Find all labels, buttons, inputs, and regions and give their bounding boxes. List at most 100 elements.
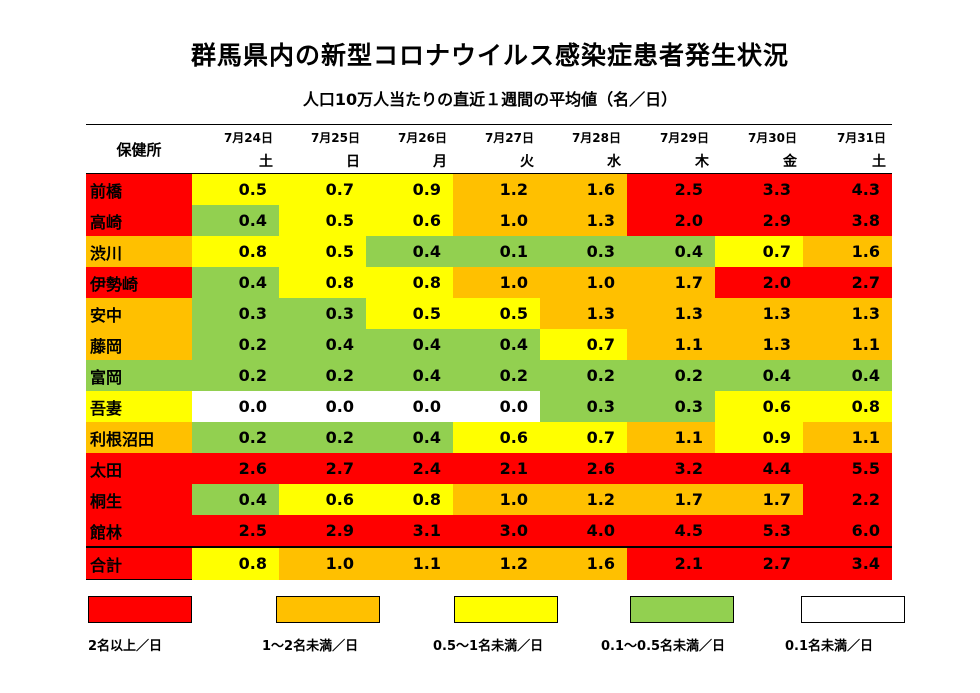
value-cell: 0.4 <box>366 360 453 391</box>
table-row: 前橋 0.5 0.7 0.9 1.2 1.6 2.5 3.3 4.3 <box>86 173 892 205</box>
value-cell: 1.2 <box>453 173 540 205</box>
value-cell: 0.4 <box>366 236 453 267</box>
value-cell: 4.4 <box>715 453 803 484</box>
value-cell: 3.8 <box>803 205 892 236</box>
value-cell: 0.4 <box>803 360 892 391</box>
value-cell: 0.8 <box>366 484 453 515</box>
value-cell: 0.2 <box>453 360 540 391</box>
legend-swatch-orange <box>276 596 380 623</box>
value-cell: 0.2 <box>540 360 627 391</box>
weekday-header: 土 <box>803 149 892 174</box>
date-header: 7月24日 <box>223 130 273 145</box>
date-header: 7月31日 <box>836 130 886 145</box>
value-cell: 1.0 <box>279 546 366 580</box>
value-cell: 1.3 <box>540 205 627 236</box>
value-cell: 2.1 <box>627 546 715 580</box>
date-header: 7月26日 <box>397 130 447 145</box>
value-cell: 0.6 <box>366 205 453 236</box>
value-cell: 4.5 <box>627 515 715 547</box>
value-cell: 1.1 <box>366 546 453 580</box>
value-cell: 2.5 <box>192 515 279 547</box>
table-row: 館林 2.5 2.9 3.1 3.0 4.0 4.5 5.3 6.0 <box>86 515 892 547</box>
office-name: 高崎 <box>86 205 192 236</box>
office-name: 伊勢崎 <box>86 267 192 298</box>
value-cell: 1.7 <box>627 267 715 298</box>
value-cell: 0.4 <box>366 422 453 453</box>
weekday-header: 金 <box>715 149 803 174</box>
value-cell: 0.0 <box>279 391 366 422</box>
weekday-header: 日 <box>279 149 366 174</box>
value-cell: 0.4 <box>192 205 279 236</box>
value-cell: 0.4 <box>192 267 279 298</box>
table-body: 前橋 0.5 0.7 0.9 1.2 1.6 2.5 3.3 4.3 高崎 0.4 0.5 0.6 1.0… <box>86 173 892 580</box>
value-cell: 0.0 <box>366 391 453 422</box>
weekday-header: 火 <box>453 149 540 174</box>
value-cell: 3.4 <box>803 546 892 580</box>
office-column-header: 保健所 <box>86 124 192 174</box>
value-cell: 5.5 <box>803 453 892 484</box>
value-cell: 2.6 <box>192 453 279 484</box>
value-cell: 2.6 <box>540 453 627 484</box>
chart-subtitle: 人口10万人当たりの直近１週間の平均値（名／日） <box>302 90 678 109</box>
legend-swatch-red <box>88 596 192 623</box>
value-cell: 0.3 <box>279 298 366 329</box>
table-row: 伊勢崎 0.4 0.8 0.8 1.0 1.0 1.7 2.0 2.7 <box>86 267 892 298</box>
value-cell: 1.3 <box>627 298 715 329</box>
value-cell: 0.1 <box>453 236 540 267</box>
value-cell: 2.7 <box>715 546 803 580</box>
date-header: 7月25日 <box>310 130 360 145</box>
value-cell: 0.4 <box>715 360 803 391</box>
value-cell: 0.2 <box>279 422 366 453</box>
value-cell: 1.1 <box>803 422 892 453</box>
value-cell: 0.5 <box>279 205 366 236</box>
value-cell: 2.1 <box>453 453 540 484</box>
value-cell: 0.6 <box>453 422 540 453</box>
value-cell: 0.9 <box>715 422 803 453</box>
value-cell: 2.9 <box>715 205 803 236</box>
value-cell: 5.3 <box>715 515 803 547</box>
legend-swatch-green <box>630 596 734 623</box>
value-cell: 3.2 <box>627 453 715 484</box>
value-cell: 1.6 <box>803 236 892 267</box>
date-header: 7月30日 <box>747 130 797 145</box>
value-cell: 0.4 <box>627 236 715 267</box>
weekday-header: 月 <box>366 149 453 174</box>
legend-swatch-white <box>801 596 905 623</box>
weekday-header: 水 <box>540 149 627 174</box>
value-cell: 1.3 <box>715 298 803 329</box>
date-header: 7月29日 <box>659 130 709 145</box>
legend-label: 0.1～0.5名未満／日 <box>601 639 726 654</box>
value-cell: 1.2 <box>540 484 627 515</box>
value-cell: 0.2 <box>192 329 279 360</box>
value-cell: 0.4 <box>366 329 453 360</box>
value-cell: 2.0 <box>627 205 715 236</box>
value-cell: 0.7 <box>279 173 366 205</box>
value-cell: 0.6 <box>279 484 366 515</box>
value-cell: 0.8 <box>192 546 279 580</box>
legend-swatch-yellow <box>454 596 558 623</box>
value-cell: 0.5 <box>366 298 453 329</box>
value-cell: 0.2 <box>279 360 366 391</box>
date-header: 7月28日 <box>571 130 621 145</box>
legend-label: 0.1名未満／日 <box>785 639 874 654</box>
value-cell: 1.7 <box>715 484 803 515</box>
office-name: 館林 <box>86 515 192 547</box>
office-name: 吾妻 <box>86 391 192 422</box>
value-cell: 0.9 <box>366 173 453 205</box>
value-cell: 0.5 <box>453 298 540 329</box>
value-cell: 4.3 <box>803 173 892 205</box>
value-cell: 2.7 <box>279 453 366 484</box>
value-cell: 0.4 <box>192 484 279 515</box>
value-cell: 3.1 <box>366 515 453 547</box>
value-cell: 0.7 <box>540 329 627 360</box>
value-cell: 0.0 <box>453 391 540 422</box>
value-cell: 2.5 <box>627 173 715 205</box>
office-name: 渋川 <box>86 236 192 267</box>
value-cell: 0.8 <box>366 267 453 298</box>
office-name: 利根沼田 <box>86 422 192 453</box>
value-cell: 0.4 <box>279 329 366 360</box>
value-cell: 1.1 <box>627 422 715 453</box>
office-name: 太田 <box>86 453 192 484</box>
table-row: 吾妻 0.0 0.0 0.0 0.0 0.3 0.3 0.6 0.8 <box>86 391 892 422</box>
value-cell: 0.8 <box>192 236 279 267</box>
